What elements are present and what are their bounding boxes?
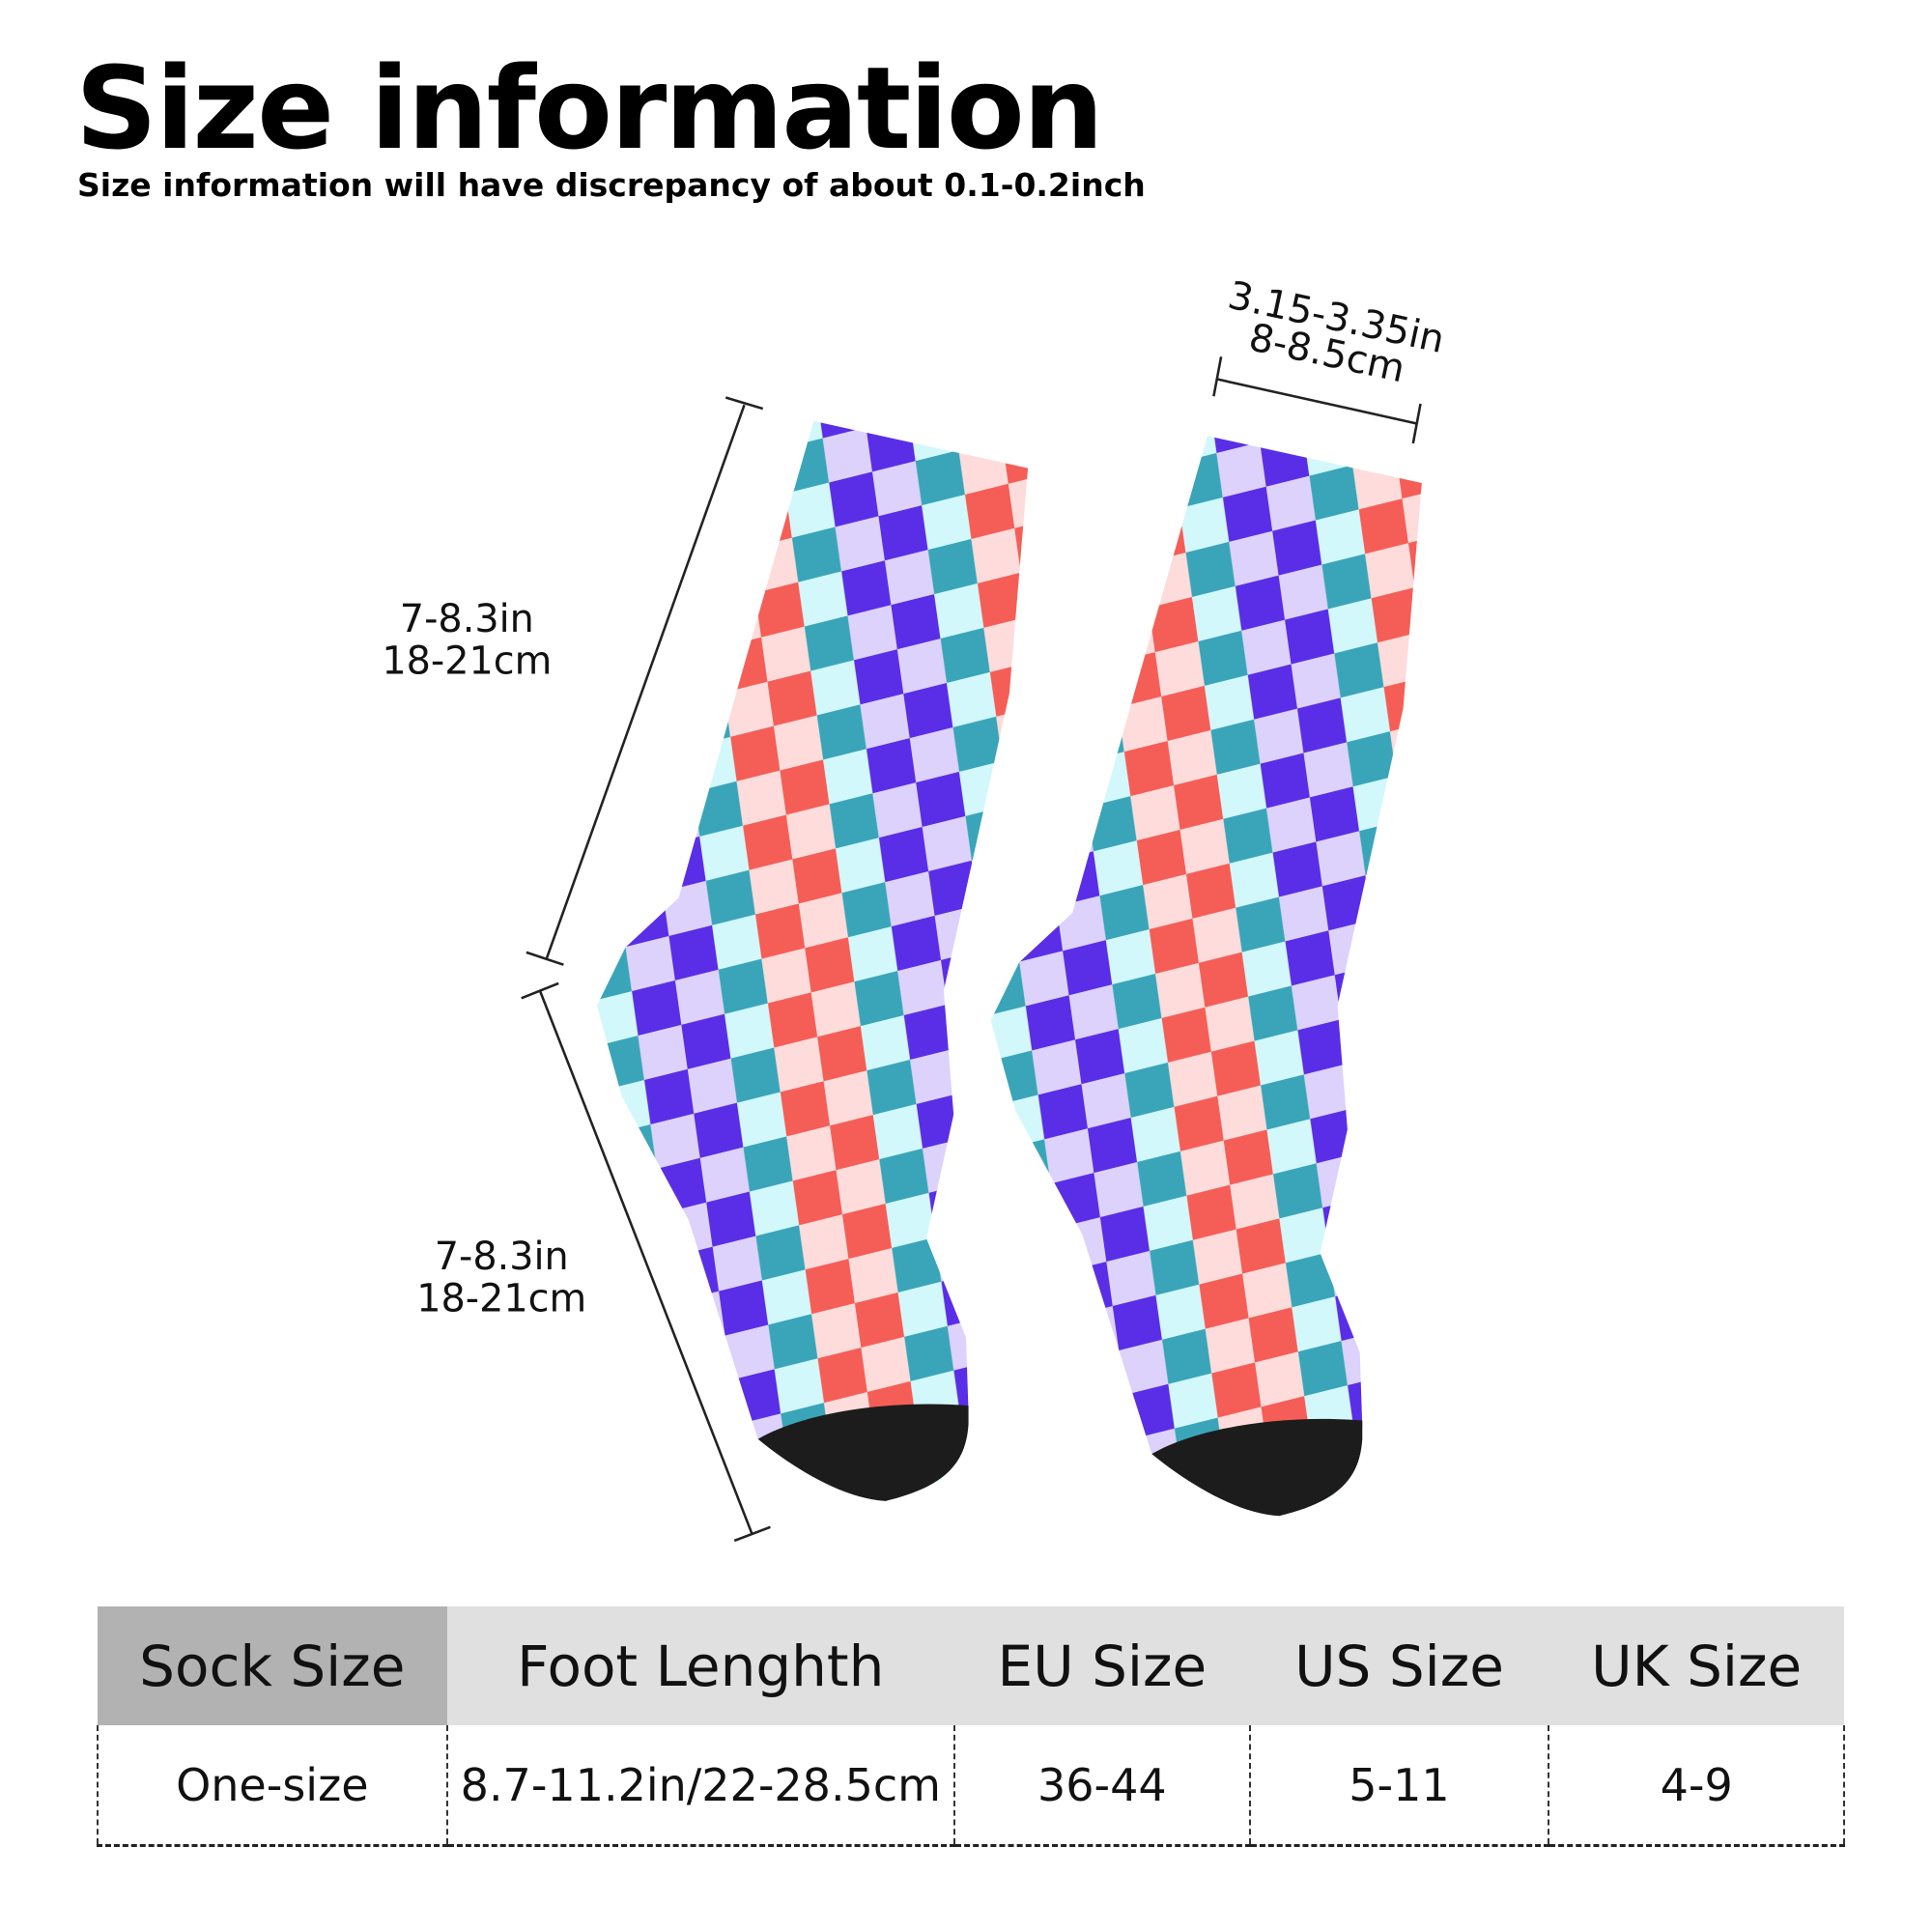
header-us-size: US Size	[1249, 1606, 1549, 1725]
cell-sock-size: One-size	[97, 1725, 447, 1847]
foot-dimension: 7-8.3in 18-21cm	[416, 981, 771, 1543]
cell-eu-size: 36-44	[953, 1725, 1250, 1847]
page-title: Size information	[75, 42, 1104, 175]
left-sock	[596, 420, 1029, 1501]
table-row: One-size 8.7-11.2in/22-28.5cm 36-44 5-11…	[97, 1725, 1845, 1847]
cell-us-size: 5-11	[1248, 1725, 1549, 1847]
table-header-row: Sock Size Foot Lenghth EU Size US Size U…	[98, 1606, 1844, 1725]
leg-dimension: 7-8.3in 18-21cm	[382, 396, 764, 966]
header-foot-length: Foot Lenghth	[446, 1606, 955, 1725]
header-uk-size: UK Size	[1548, 1606, 1844, 1725]
page-subtitle: Size information will have discrepancy o…	[77, 166, 1146, 204]
foot-cm-label: 18-21cm	[416, 1277, 586, 1321]
size-table: Sock Size Foot Lenghth EU Size US Size U…	[97, 1606, 1845, 1847]
right-sock	[990, 436, 1422, 1517]
cell-uk-size: 4-9	[1548, 1725, 1845, 1847]
leg-cm-label: 18-21cm	[382, 639, 552, 683]
width-dimension: 3.15-3.35in 8-8.5cm	[1212, 273, 1448, 444]
header-eu-size: EU Size	[954, 1606, 1250, 1725]
leg-in-label: 7-8.3in	[400, 597, 534, 641]
cell-foot-length: 8.7-11.2in/22-28.5cm	[445, 1725, 955, 1847]
foot-in-label: 7-8.3in	[435, 1235, 569, 1279]
header-sock-size: Sock Size	[98, 1606, 447, 1725]
